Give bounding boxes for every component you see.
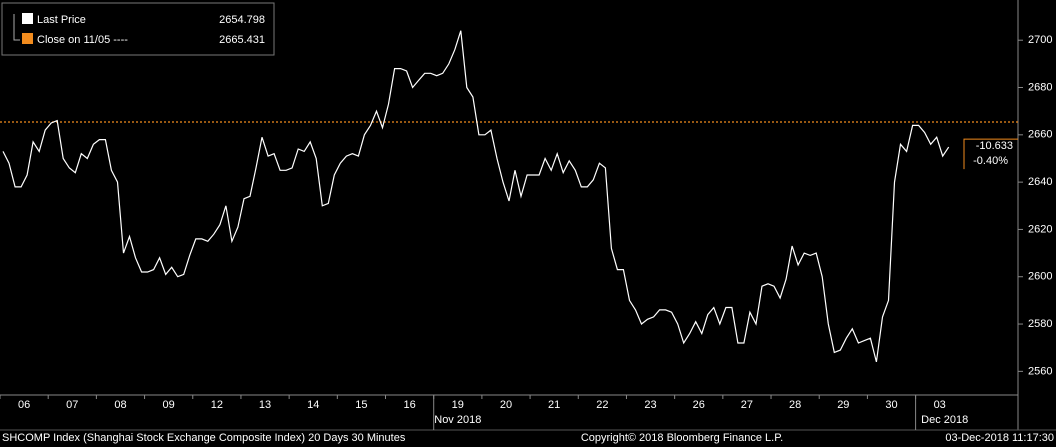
change-label: -10.633	[976, 140, 1013, 152]
footer-bar	[0, 430, 1056, 447]
month-tick-label: Dec 2018	[921, 414, 968, 426]
x-tick-label: 08	[114, 399, 126, 411]
legend-swatch	[22, 33, 33, 44]
footer-right: 03-Dec-2018 11:17:30	[945, 432, 1054, 444]
legend: Last Price 2654.798 Close on 11/05 ---- 266…	[1, 2, 275, 56]
footer-center: Copyright© 2018 Bloomberg Finance L.P.	[581, 432, 783, 444]
y-tick-label: 2560	[1028, 365, 1052, 377]
y-tick-label: 2600	[1028, 271, 1052, 283]
x-tick-label: 28	[789, 399, 801, 411]
y-tick-label: 2660	[1028, 129, 1052, 141]
y-tick-label: 2620	[1028, 223, 1052, 235]
x-tick-label: 13	[259, 399, 271, 411]
x-tick-label: 23	[644, 399, 656, 411]
x-tick-label: 09	[163, 399, 175, 411]
legend-tree	[13, 14, 20, 41]
legend-label: Last Price	[37, 14, 86, 26]
y-tick-label: 2700	[1028, 34, 1052, 46]
legend-value: 2665.431	[219, 34, 265, 46]
price-line	[2, 30, 950, 363]
legend-label: Close on 11/05 ----	[37, 34, 128, 46]
change-pct-label: -0.40%	[973, 155, 1008, 167]
month-tick-label: Nov 2018	[434, 414, 481, 426]
x-tick-label: 15	[355, 399, 367, 411]
change-bracket	[963, 138, 1018, 170]
x-tick-label: 07	[66, 399, 78, 411]
x-tick-label: 26	[693, 399, 705, 411]
x-tick-label: 21	[548, 399, 560, 411]
legend-box	[1, 2, 275, 56]
x-tick-label: 06	[18, 399, 30, 411]
x-tick-label: 16	[403, 399, 415, 411]
x-tick-label: 12	[211, 399, 223, 411]
x-tick-label: 20	[500, 399, 512, 411]
x-tick-label: 03	[934, 399, 946, 411]
x-tick-label: 22	[596, 399, 608, 411]
x-tick-label: 14	[307, 399, 319, 411]
footer-left: SHCOMP Index (Shanghai Stock Exchange Co…	[2, 432, 406, 444]
x-tick-label: 27	[741, 399, 753, 411]
legend-swatch	[22, 13, 33, 24]
y-tick-label: 2580	[1028, 318, 1052, 330]
y-tick-label: 2640	[1028, 176, 1052, 188]
x-tick-label: 30	[885, 399, 897, 411]
x-tick-label: 29	[837, 399, 849, 411]
x-tick-label: 19	[452, 399, 464, 411]
y-tick-label: 2680	[1028, 81, 1052, 93]
legend-value: 2654.798	[219, 14, 265, 26]
